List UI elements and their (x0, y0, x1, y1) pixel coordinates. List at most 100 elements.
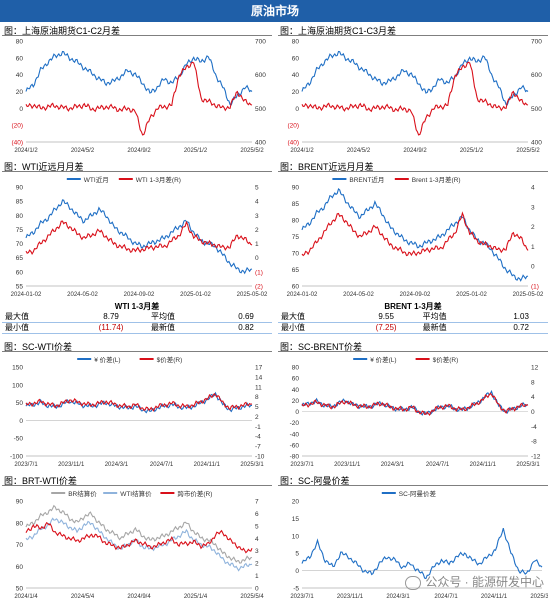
y2-tick-label: 0 (255, 255, 259, 262)
x-tick-label: 2025/5/2 (516, 148, 540, 154)
x-tick-label: 2024/7/1 (426, 462, 450, 468)
stat-label: 最新值 (419, 322, 495, 334)
series-line (301, 211, 529, 257)
x-tick-label: 2024/5/2 (71, 148, 95, 154)
y-tick-label: 60 (292, 284, 300, 291)
y2-tick-label: -1 (255, 424, 261, 431)
series-line (25, 61, 253, 136)
panel-sc-brent: 图：SC-BRENT价差 ¥ 价差(L) $价差(R) 80 60 40 20 0 -20 -40… (278, 340, 548, 470)
chart-title: 图：BRT-WTI价差 (4, 476, 77, 486)
chart-svg: ¥ 价差(L) $价差(R)806040200-20-40-60-8012840-… (290, 355, 541, 468)
y2-tick-label: (2) (255, 284, 263, 291)
y2-tick-label: 1 (531, 244, 535, 251)
x-tick-label: 2024/1/4 (14, 594, 38, 600)
legend-label: WTI结算价 (120, 489, 152, 498)
y2-tick-label: 0 (255, 586, 259, 593)
y2-tick-label: -12 (531, 454, 541, 461)
stat-value: 8.79 (74, 312, 149, 323)
y2-tick-label: 14 (255, 374, 263, 381)
chart-title: 图：上海原油期货C1-C2月差 (4, 26, 121, 36)
series-line (301, 50, 529, 106)
y2-tick-label: 1 (255, 241, 259, 248)
x-tick-label: 2025-05-02 (513, 292, 544, 298)
table-row: 最大值 9.55 平均值 1.03 (278, 312, 548, 323)
x-tick-label: 2024-09-02 (400, 292, 431, 298)
x-tick-label: 2024/9/2 (403, 148, 427, 154)
title-divider (2, 485, 272, 486)
y2-tick-label: 0 (531, 409, 535, 416)
series-line (25, 521, 253, 554)
panel-brt-wti: 图：BRT-WTI价差 BR结算价 WTI结算价 跨市价差(R) 90 80 70 60 50 7… (2, 474, 272, 602)
y-tick-label: 80 (16, 520, 24, 527)
panel-sc-c1-c3: 图：上海原油期货C1-C3月差 80 60 40 20 0 (20) (40) 700 600 50… (278, 24, 548, 156)
chart-svg: WTI近月 WTI 1-3月差(R)9085807570656055543210(… (11, 175, 268, 298)
y2-tick-label: -4 (255, 434, 261, 441)
x-tick-label: 2023/11/1 (334, 462, 361, 468)
title-divider (2, 171, 272, 172)
y-tick-label: 80 (292, 39, 300, 46)
y-tick-label: (40) (11, 140, 23, 147)
chart-svg: 80 60 40 20 0 (20) (40) 700 600 500 400 2024/1/2 202… (287, 39, 542, 155)
x-tick-label: 2024/9/4 (127, 594, 151, 600)
y-tick-label: 20 (292, 499, 300, 506)
stats-brent-title: BRENT 1-3月差 (384, 302, 442, 311)
series-line (25, 392, 253, 412)
panel-sc-c1-c2: 图：上海原油期货C1-C2月差 80 60 40 20 0 (20) (40) 700 600 50… (2, 24, 272, 156)
title-divider (278, 35, 548, 36)
y-tick-label: 60 (292, 376, 300, 383)
y-tick-label: 75 (292, 234, 300, 241)
y-tick-label: 20 (16, 89, 24, 96)
y2-tick-label: 4 (255, 536, 259, 543)
chart-title: 图：SC-阿曼价差 (280, 476, 350, 486)
table-row: 最小值 (7.25) 最新值 0.72 (278, 322, 548, 334)
title-divider (278, 351, 548, 352)
y2-tick-label: 11 (255, 384, 262, 391)
title-divider (278, 485, 548, 486)
series-line (25, 220, 253, 256)
y-tick-label: 5 (295, 551, 299, 558)
series-line (25, 517, 253, 572)
x-tick-label: 2023/11/1 (58, 462, 85, 468)
y-tick-label: 20 (292, 398, 300, 405)
y2-tick-label: 3 (255, 213, 259, 220)
y2-tick-label: (1) (255, 269, 263, 276)
legend-label: $价差(R) (157, 355, 183, 364)
y-tick-label: 80 (16, 213, 24, 220)
chart-title: 图：SC-WTI价差 (4, 342, 72, 352)
chart-svg: ¥ 价差(L) $价差(R) 150 100 50 0 -50 -100 17 14 11 8 5 2 -1… (10, 355, 265, 468)
y-tick-label: 70 (292, 251, 300, 258)
y2-tick-label: 700 (255, 39, 266, 46)
y2-tick-label: 500 (531, 106, 542, 113)
legend-label: ¥ 价差(L) (370, 355, 396, 364)
stats-wti-title: WTI 1-3月差 (114, 302, 160, 311)
y-tick-label: 40 (292, 387, 300, 394)
y-tick-label: -100 (10, 454, 23, 461)
title-divider (278, 171, 548, 172)
y2-tick-label: 5 (255, 404, 259, 411)
y2-tick-label: 400 (255, 140, 266, 147)
stat-value: 1.03 (494, 312, 548, 323)
y-tick-label: 20 (292, 89, 300, 96)
x-tick-label: 2024/7/1 (434, 594, 458, 600)
x-tick-label: 2024-09-02 (124, 292, 155, 298)
table-row: 最小值 (11.74) 最新值 0.82 (2, 322, 272, 334)
series-line (301, 527, 543, 580)
chart-svg: 80 60 40 20 0 (20) (40) 700 600 500 400 2024/1/2 202… (11, 39, 266, 155)
x-tick-label: 2025-05-02 (237, 292, 268, 298)
y-tick-label: 0 (295, 106, 299, 113)
y2-tick-label: 8 (255, 394, 259, 401)
y-tick-label: (20) (287, 123, 299, 130)
y-tick-label: 90 (16, 499, 24, 506)
x-tick-label: 2024-05-02 (67, 292, 98, 298)
legend-label: 跨市价差(R) (177, 489, 212, 498)
y2-tick-label: 0 (531, 264, 535, 271)
table-row: 最大值 8.79 平均值 0.69 (2, 312, 272, 323)
x-tick-label: 2024/9/2 (127, 148, 151, 154)
x-tick-label: 2023/11/1 (337, 594, 364, 600)
title-divider (2, 351, 272, 352)
y2-tick-label: 2 (255, 414, 259, 421)
y-tick-label: -80 (290, 454, 300, 461)
y-tick-label: -5 (293, 586, 299, 593)
x-tick-label: 2025/1/2 (460, 148, 484, 154)
chart-svg: BR结算价 WTI结算价 跨市价差(R) 90 80 70 60 50 7 6 5 4 3 2 1 0 2024… (14, 489, 264, 600)
